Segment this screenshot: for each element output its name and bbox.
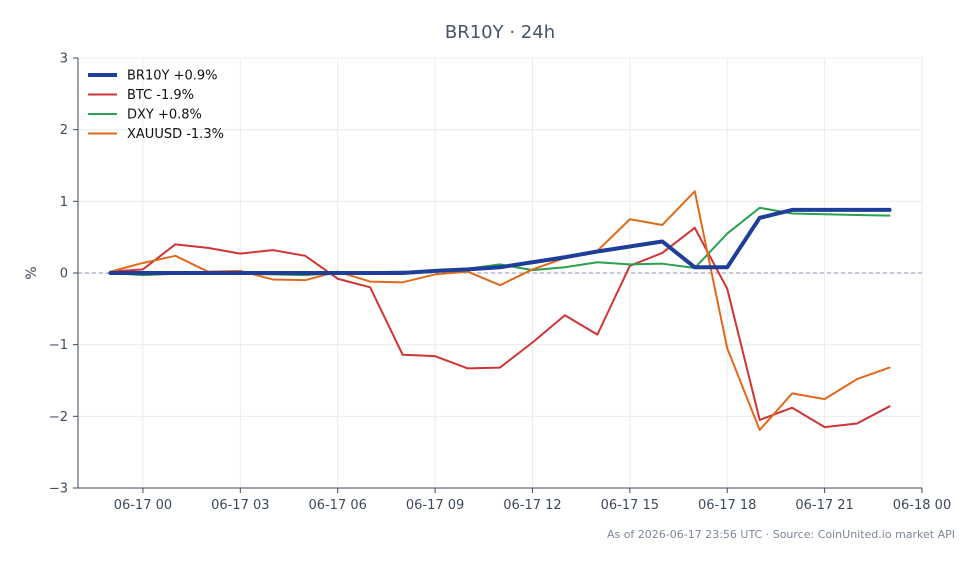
y-tick-label: −3 <box>49 482 68 497</box>
x-tick-label: 06-17 12 <box>503 498 561 513</box>
legend-label: BTC -1.9% <box>127 88 194 103</box>
x-tick-label: 06-17 21 <box>795 498 853 513</box>
chart-title: BR10Y · 24h <box>445 22 555 43</box>
y-tick-label: −2 <box>49 410 68 425</box>
legend: BR10Y +0.9% BTC -1.9% DXY +0.8% XAUUSD -1.3… <box>88 69 224 142</box>
legend-label: XAUUSD -1.3% <box>127 127 224 142</box>
y-tick-label: 0 <box>60 267 68 282</box>
series-lines <box>108 190 892 431</box>
x-tick-label: 06-17 06 <box>308 498 366 513</box>
x-tick-label: 06-17 15 <box>601 498 659 513</box>
grid <box>78 57 923 489</box>
x-tick-label: 06-17 00 <box>114 498 172 513</box>
legend-label: DXY +0.8% <box>127 108 202 123</box>
x-tick-label: 06-17 09 <box>406 498 464 513</box>
series-line-xauusd <box>109 190 891 431</box>
y-tick-label: 2 <box>60 123 68 138</box>
axes: −3 −2 −1 0 1 2 3 06-17 00 06-17 03 06-17 06 06-17 … <box>49 52 951 514</box>
y-tick-label: 3 <box>60 52 68 67</box>
source-footnote: As of 2026-06-17 23:56 UTC · Source: Coi… <box>607 528 955 541</box>
x-tick-label: 06-17 03 <box>211 498 269 513</box>
y-tick-label: 1 <box>60 195 68 210</box>
series-line-btc <box>109 226 891 429</box>
x-tick-label: 06-17 18 <box>698 498 756 513</box>
y-tick-label: −1 <box>49 338 68 353</box>
legend-label: BR10Y +0.9% <box>127 69 218 84</box>
y-axis-label: % <box>24 266 40 279</box>
x-tick-label: 06-18 00 <box>893 498 951 513</box>
series-line-br10y <box>108 207 892 275</box>
